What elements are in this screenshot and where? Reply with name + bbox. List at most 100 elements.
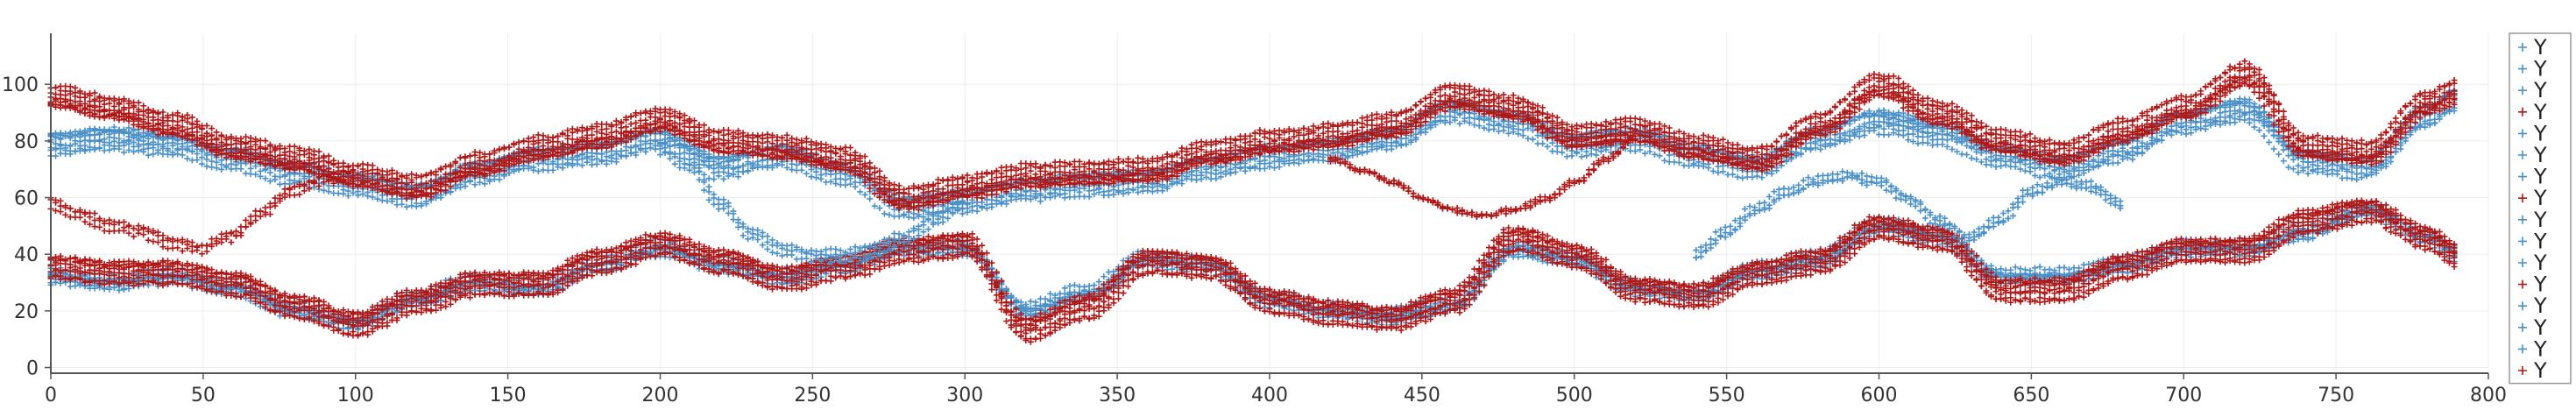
data-point bbox=[720, 168, 727, 175]
data-point bbox=[1656, 152, 1663, 159]
data-point bbox=[623, 152, 630, 159]
data-point bbox=[813, 174, 820, 181]
data-point bbox=[1759, 174, 1766, 181]
data-point bbox=[1203, 173, 1210, 180]
data-point bbox=[2129, 145, 2136, 152]
data-point bbox=[1485, 121, 1492, 128]
data-point bbox=[53, 84, 60, 91]
data-point bbox=[1719, 168, 1726, 175]
data-point bbox=[1998, 163, 2005, 170]
data-point bbox=[701, 171, 708, 178]
data-point bbox=[257, 173, 264, 180]
data-point bbox=[359, 191, 366, 198]
data-point bbox=[1749, 173, 1756, 180]
data-point bbox=[534, 168, 541, 175]
data-point bbox=[618, 147, 625, 154]
data-point bbox=[1529, 136, 1536, 143]
data-point bbox=[184, 155, 191, 162]
data-point bbox=[1675, 159, 1682, 166]
data-point bbox=[198, 160, 205, 167]
data-point bbox=[803, 170, 810, 177]
data-point bbox=[973, 208, 980, 215]
data-point bbox=[374, 195, 381, 202]
data-point bbox=[578, 162, 585, 169]
data-point bbox=[1739, 174, 1746, 181]
data-point bbox=[1276, 163, 1283, 170]
data-point bbox=[2217, 110, 2224, 117]
data-point bbox=[1203, 169, 1210, 176]
data-point bbox=[1271, 165, 1278, 172]
data-point bbox=[798, 166, 805, 173]
data-point bbox=[262, 175, 269, 182]
data-point bbox=[842, 176, 849, 183]
data-point bbox=[1105, 187, 1112, 194]
data-point bbox=[53, 152, 60, 159]
data-point bbox=[1831, 141, 1838, 148]
data-point bbox=[2270, 131, 2277, 138]
data-point bbox=[1061, 190, 1068, 197]
data-point bbox=[369, 194, 376, 201]
data-point bbox=[789, 166, 796, 173]
data-point bbox=[881, 210, 888, 217]
data-point bbox=[1447, 119, 1454, 126]
data-point bbox=[2270, 145, 2277, 152]
data-point bbox=[1476, 123, 1483, 130]
data-point bbox=[1422, 129, 1429, 136]
data-point bbox=[1456, 120, 1463, 127]
data-point bbox=[871, 202, 878, 209]
data-point bbox=[1802, 145, 1809, 152]
data-point bbox=[1525, 135, 1532, 142]
data-point bbox=[2027, 164, 2034, 171]
data-point bbox=[1247, 164, 1254, 171]
data-point bbox=[91, 137, 98, 144]
data-point bbox=[1578, 153, 1585, 160]
data-point bbox=[403, 203, 410, 210]
data-point bbox=[399, 201, 406, 208]
data-point bbox=[209, 164, 216, 171]
data-point bbox=[1388, 142, 1395, 149]
data-point bbox=[711, 169, 718, 176]
data-point bbox=[876, 205, 883, 212]
data-point bbox=[905, 214, 912, 221]
data-point bbox=[1447, 113, 1454, 120]
data-point bbox=[72, 84, 79, 91]
data-point bbox=[1559, 149, 1566, 156]
data-point bbox=[1519, 132, 1526, 139]
data-point bbox=[1496, 122, 1503, 129]
data-point bbox=[145, 152, 152, 159]
data-point bbox=[2139, 150, 2146, 157]
data-point bbox=[1968, 155, 1975, 162]
data-point bbox=[2251, 124, 2258, 131]
data-point bbox=[2188, 130, 2195, 137]
data-point bbox=[340, 187, 347, 194]
data-point bbox=[266, 178, 273, 185]
data-point bbox=[2266, 138, 2273, 145]
data-point bbox=[140, 102, 147, 110]
data-point bbox=[549, 166, 556, 173]
data-point bbox=[2192, 118, 2199, 125]
data-point bbox=[2032, 165, 2039, 172]
data-point bbox=[2348, 175, 2355, 182]
data-point bbox=[895, 213, 902, 220]
data-point bbox=[2275, 151, 2282, 158]
data-point bbox=[2280, 158, 2287, 165]
data-point bbox=[857, 188, 864, 195]
data-point bbox=[203, 163, 210, 170]
data-point bbox=[837, 175, 844, 182]
grid bbox=[50, 33, 2489, 373]
data-point bbox=[477, 179, 484, 186]
data-point bbox=[194, 157, 201, 164]
data-point bbox=[846, 180, 853, 187]
data-point bbox=[237, 166, 244, 173]
data-point bbox=[150, 151, 157, 158]
data-point bbox=[481, 180, 488, 187]
data-point bbox=[842, 181, 849, 188]
data-point bbox=[1496, 128, 1503, 135]
data-point bbox=[808, 173, 815, 180]
data-point bbox=[886, 211, 893, 218]
data-point bbox=[1808, 145, 1815, 152]
data-point bbox=[1086, 194, 1093, 201]
data-point bbox=[1037, 198, 1044, 205]
data-point bbox=[1964, 152, 1971, 159]
